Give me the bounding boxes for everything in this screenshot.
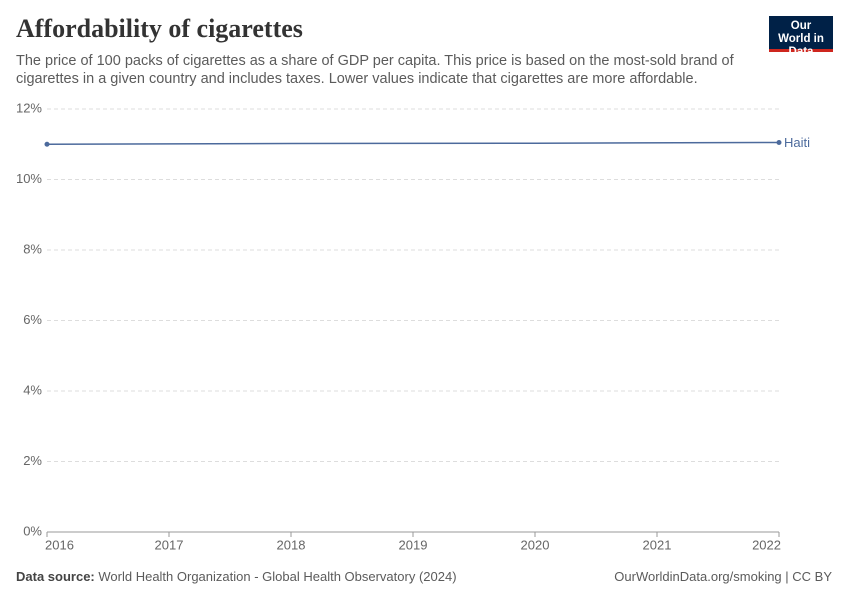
x-tick-label: 2018 [277,537,306,552]
y-tick-label: 4% [23,382,42,397]
line [46,141,780,145]
y-tick-label: 2% [23,453,42,468]
point [776,139,782,145]
point [44,141,50,147]
x-tick-label: 2016 [45,537,74,552]
y-tick-label: 10% [16,171,42,186]
credit[interactable]: OurWorldinData.org/smoking | CC BY [614,569,832,584]
x-tick-label: 2017 [155,537,184,552]
y-tick-label: 0% [23,523,42,538]
y-tick-label: 6% [23,312,42,327]
y-tick-label: 12% [16,100,42,115]
chart-subtitle: The price of 100 packs of cigarettes as … [16,53,734,87]
y-tick-label: 8% [23,241,42,256]
chart-title: Affordability of cigarettes [16,14,303,43]
source-label: Data source: [16,569,95,584]
series-label: Haiti [784,135,810,150]
x-tick-label: 2020 [521,537,550,552]
logo[interactable]: Our World in Data [769,16,833,58]
x-tick-label: 2022 [752,537,781,552]
source: Data source: World Health Organization -… [16,569,457,584]
x-tick-label: 2021 [643,537,672,552]
source-text: World Health Organization - Global Healt… [98,569,457,584]
x-tick-label: 2019 [399,537,428,552]
